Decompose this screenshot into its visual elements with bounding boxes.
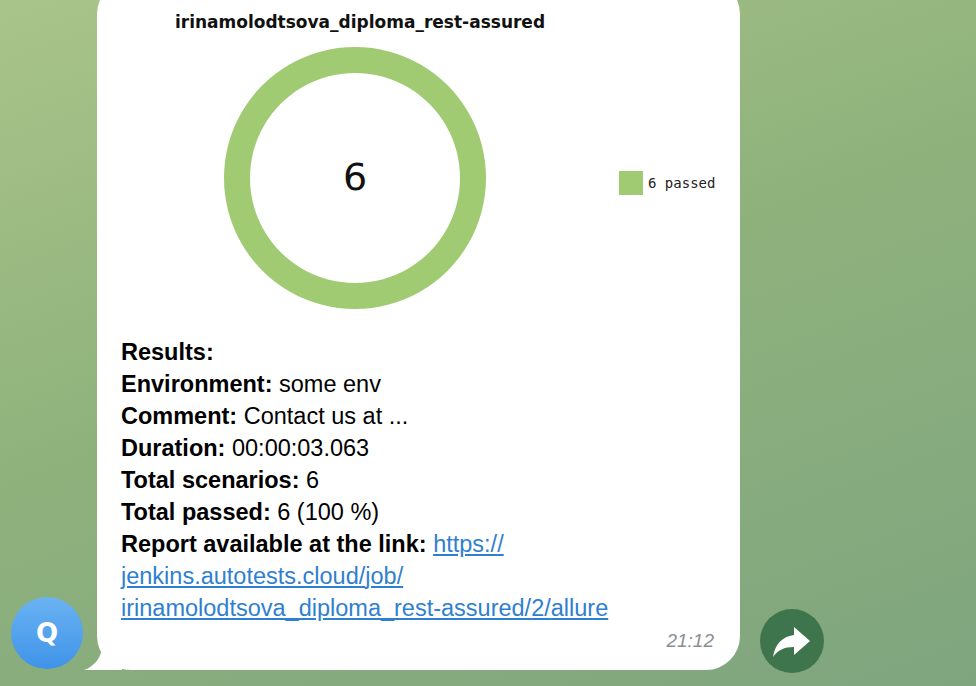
svg-text:6 passed: 6 passed: [648, 175, 715, 191]
html-text:jenkins.autotests.cloud/ job/: jenkins.autotests.cloud/ job/: [121, 563, 404, 589]
html-text:Comment: Contact us at ...: Comment: Contact us at ...: [121, 403, 409, 429]
html-text:Q: Q: [35, 618, 58, 648]
html-text:Duration: 00:00:03.063: Duration: 00:00:03.063: [121, 435, 370, 461]
html-text:irinamolodtsova_diploma_rest-a: irinamolodtsova_diploma_rest-assured/ 2/…: [121, 595, 609, 621]
html-text:Total scenarios: 6: Total scenarios: 6: [121, 467, 320, 493]
html-text:21:12: 21:12: [666, 630, 714, 651]
html-text:Results:: Results:: [121, 339, 214, 365]
svg-text:irinamolodtsova_diploma_rest-a: irinamolodtsova_diploma_rest-assured: [175, 12, 545, 32]
html-text:Report available at the link:: Report available at the link: https:/ /: [121, 531, 504, 557]
svg-text:6: 6: [343, 155, 367, 199]
html-text:Total passed: 6 (100 %): Total passed: 6 (100 %): [121, 499, 380, 525]
html-text:Environment: some env: Environment: some env: [121, 371, 381, 397]
